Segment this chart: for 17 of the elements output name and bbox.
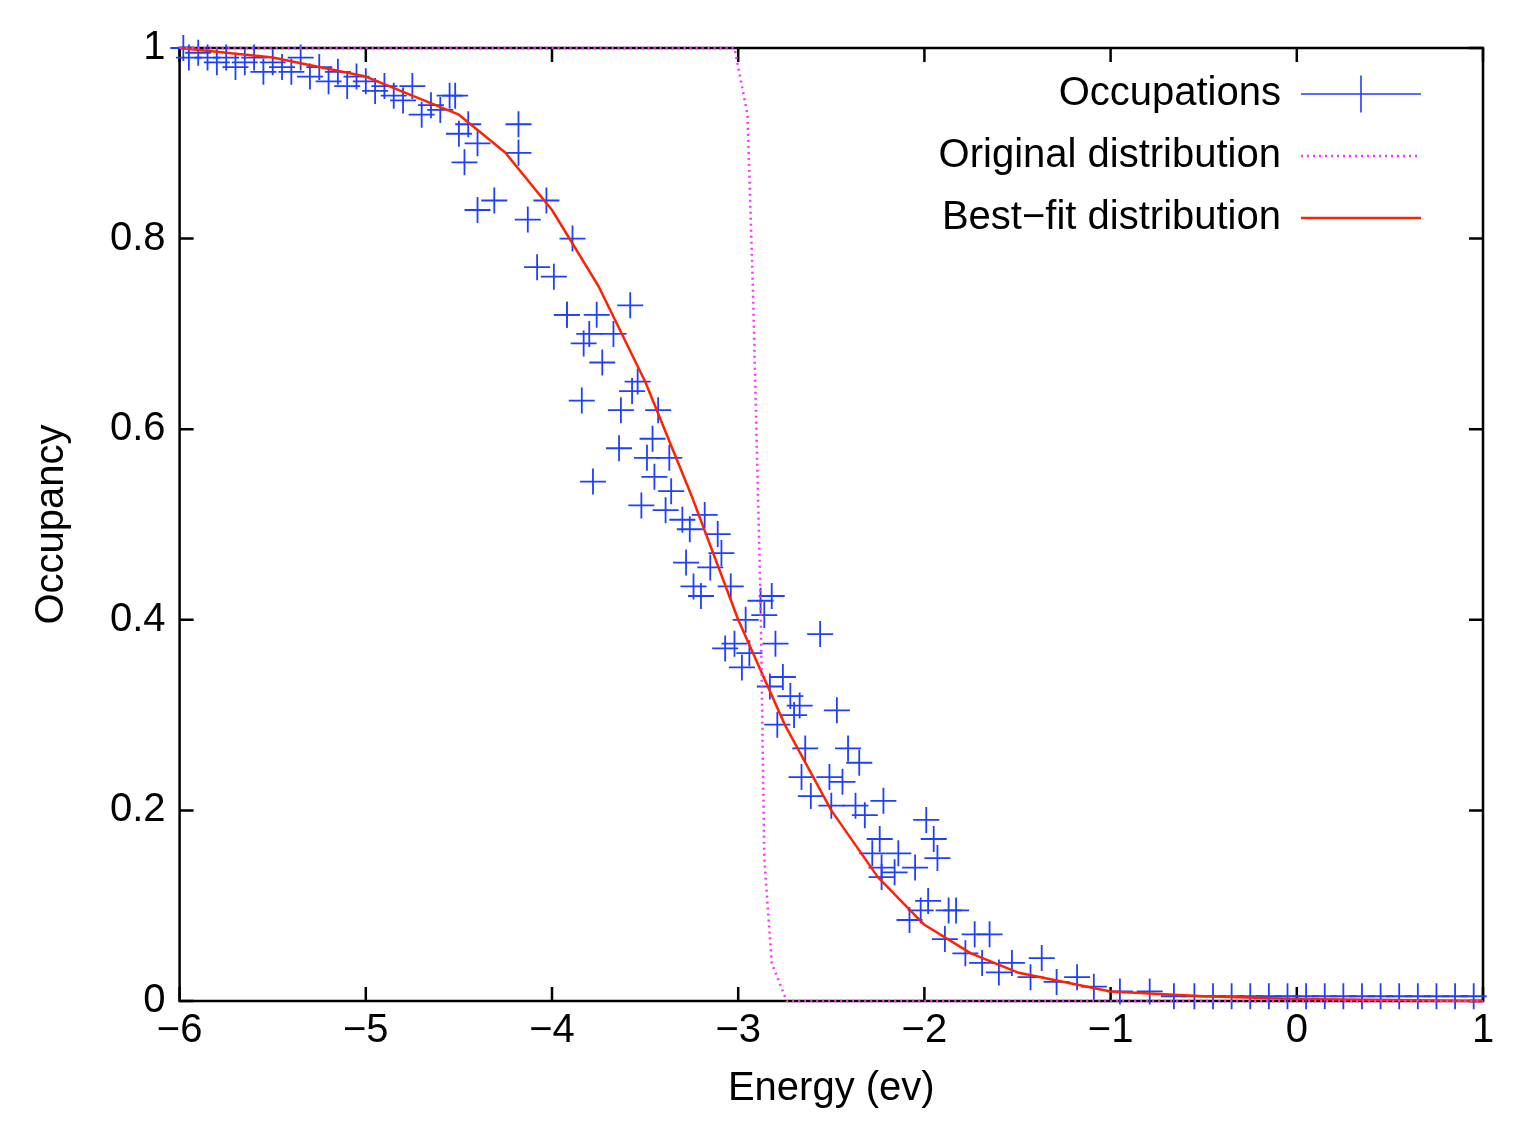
- legend-label: Original distribution: [938, 131, 1281, 176]
- y-tick-label: 0.4: [110, 594, 166, 639]
- x-tick-label: −2: [901, 1006, 948, 1051]
- legend-label: Occupations: [1058, 69, 1281, 114]
- y-axis-title: Occupancy: [27, 424, 72, 625]
- x-tick-label: 1: [1471, 1006, 1495, 1051]
- y-tick-label: 0.6: [110, 404, 166, 449]
- y-tick-label: 1: [143, 23, 166, 68]
- x-tick-label: −1: [1087, 1006, 1134, 1051]
- x-tick-label: −3: [715, 1006, 762, 1051]
- legend-label: Best−fit distribution: [941, 193, 1281, 238]
- x-tick-label: −5: [343, 1006, 389, 1051]
- x-axis-title: Energy (ev): [727, 1064, 935, 1109]
- x-tick-label: −4: [529, 1006, 575, 1051]
- y-tick-label: 0.2: [110, 785, 166, 830]
- y-tick-label: 0.8: [110, 213, 166, 258]
- x-tick-label: 0: [1285, 1006, 1308, 1051]
